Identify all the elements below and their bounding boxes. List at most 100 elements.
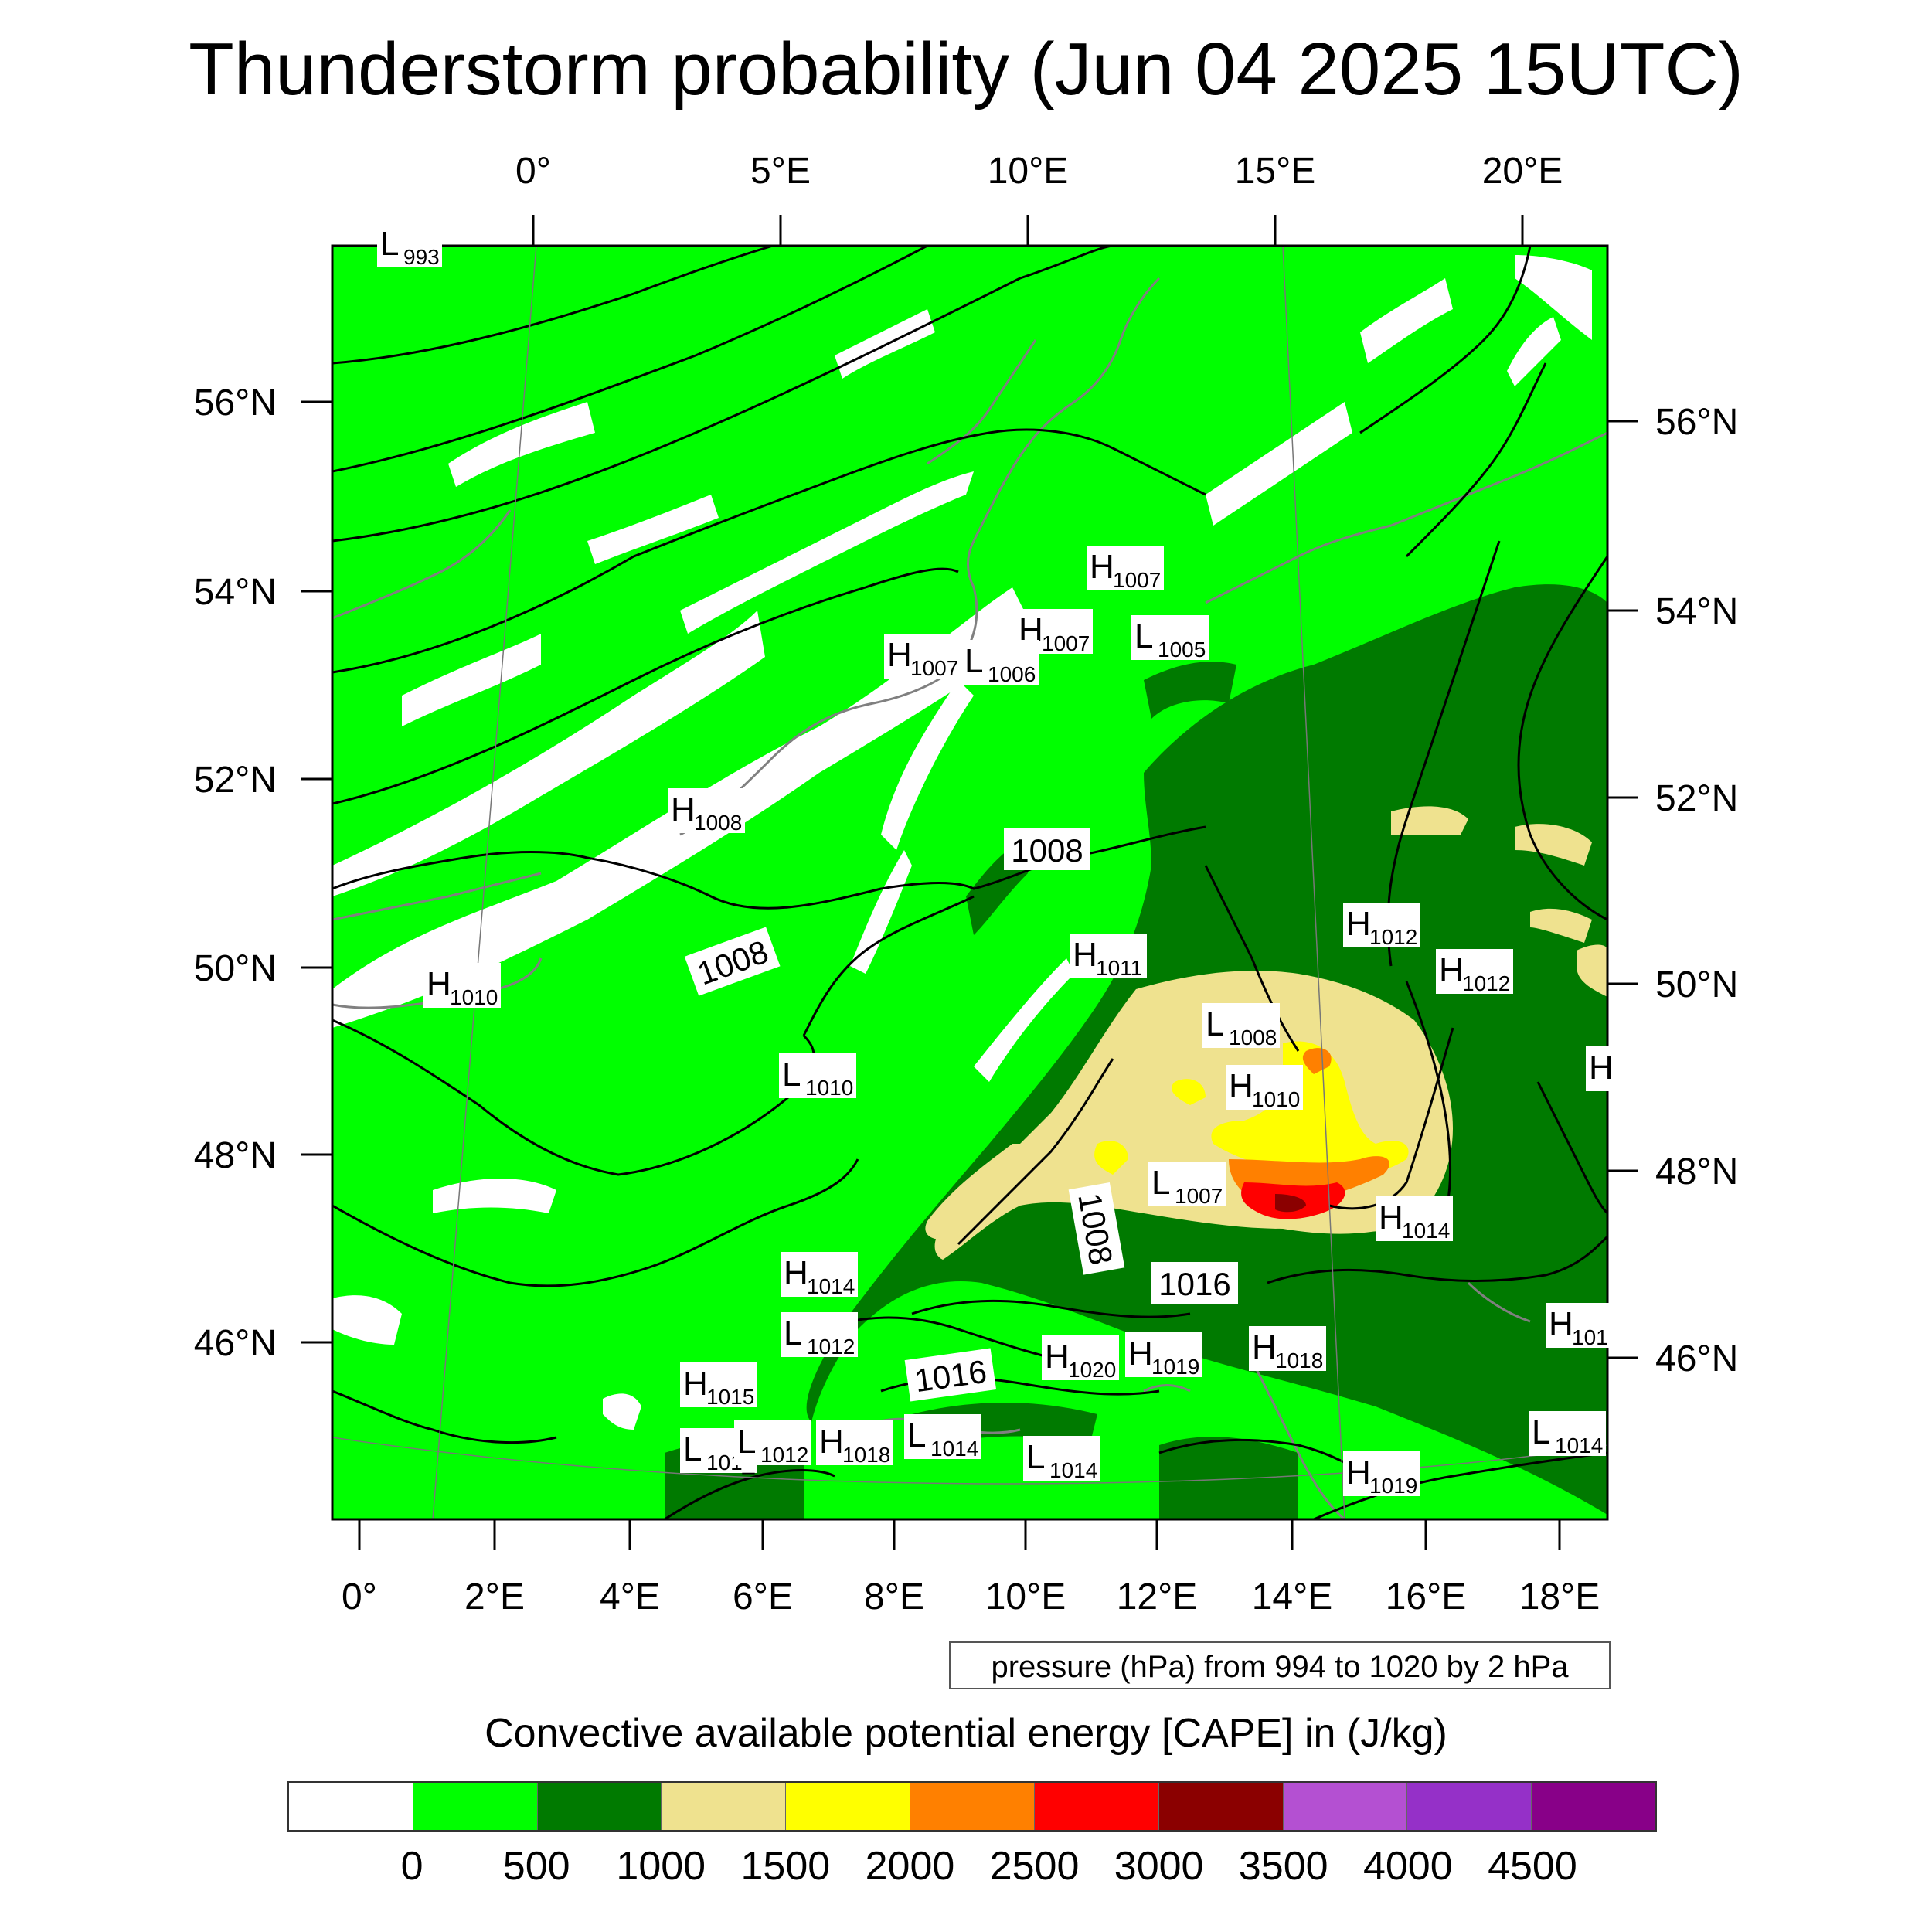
right-axis-label: 56°N [1655, 402, 1738, 443]
pressure-label-background [1529, 1411, 1606, 1456]
legend-tick-label: 500 [502, 1844, 570, 1889]
pressure-system-value: 1015 [706, 1385, 754, 1409]
legend-tick-label: 3500 [1238, 1844, 1328, 1889]
bottom-axis-label: 8°E [864, 1577, 924, 1617]
legend-title: Convective available potential energy [C… [485, 1711, 1447, 1756]
pressure-system-type: H [1346, 905, 1371, 943]
pressure-label-background [1343, 1451, 1420, 1496]
pressure-label-background [816, 1420, 893, 1465]
right-axis-label: 50°N [1655, 964, 1738, 1005]
legend-tick-labels: 0 500 1000 1500 2000 2500 3000 3500 4000 4500 [0, 1839, 1932, 1893]
legend-tick-label: 4000 [1362, 1844, 1453, 1889]
top-axis-label: 0° [515, 151, 551, 192]
page-title: Thunderstorm probability (Jun 04 2025 15… [189, 28, 1743, 111]
graticule [332, 246, 1607, 1519]
pressure-label-background [1436, 949, 1513, 994]
left-axis-label: 50°N [194, 948, 277, 989]
low-pressure-label: L 1014 [1529, 1411, 1606, 1458]
pressure-system-type: L [683, 1430, 702, 1468]
top-axis-labels: 0° 5°E 10°E 15°E 20°E [515, 151, 1563, 192]
pressure-label-background [779, 1053, 856, 1098]
pressure-system-type: H [1252, 1328, 1277, 1366]
pressure-label-background [1343, 903, 1420, 947]
pressure-system-value: 1008 [1229, 1026, 1277, 1049]
legend-swatch [1033, 1783, 1158, 1830]
legend-tick-label: 1500 [740, 1844, 831, 1889]
isobar-labels: 1008 1008 1008 1016 1016 [684, 828, 1238, 1402]
legend-swatch [910, 1783, 1034, 1830]
pressure-system-value: 1012 [1462, 971, 1510, 995]
pressure-system-value: 1010 [1252, 1087, 1300, 1111]
legend-swatch [1282, 1783, 1407, 1830]
pressure-system-value: 1014 [1402, 1219, 1450, 1243]
right-axis-label: 52°N [1655, 778, 1738, 819]
pressure-system-type: L [1206, 1005, 1224, 1043]
legend-swatch [785, 1783, 910, 1830]
legend-swatch [289, 1783, 413, 1830]
pressure-label-background [377, 223, 442, 267]
legend-swatch [412, 1783, 537, 1830]
left-axis-label: 48°N [194, 1135, 277, 1176]
low-pressure-label: L 1012 [734, 1420, 811, 1467]
right-axis-labels: 56°N 54°N 52°N 50°N 48°N 46°N [1655, 402, 1738, 1379]
left-axis-label: 56°N [194, 383, 277, 423]
left-axis-label: 54°N [194, 572, 277, 613]
pressure-system-type: H [683, 1365, 708, 1403]
pressure-system-value: 1018 [1275, 1349, 1323, 1372]
pressure-label-background [1125, 1332, 1202, 1377]
legend-swatch [1531, 1783, 1655, 1830]
legend-tick-label: 2500 [989, 1844, 1080, 1889]
pressure-system-type: L [782, 1056, 801, 1094]
bottom-axis-labels: 0° 2°E 4°E 6°E 8°E 10°E 12°E 14°E 16°E 1… [342, 1577, 1600, 1617]
pressure-label-background [1042, 1335, 1119, 1380]
pressure-label-background [1023, 1436, 1100, 1481]
legend-swatch [536, 1783, 662, 1830]
pressure-label-background [1131, 615, 1209, 660]
top-axis-label: 10°E [988, 151, 1069, 192]
low-pressure-label: L 1008 [1202, 1003, 1280, 1049]
low-pressure-label: L 993 [377, 223, 442, 269]
right-axis-label: 48°N [1655, 1151, 1738, 1192]
pressure-system-type: H [784, 1254, 808, 1292]
pressure-label-background [1546, 1303, 1611, 1348]
pressure-contour-note: pressure (hPa) from 994 to 1020 by 2 hPa [949, 1641, 1611, 1689]
pressure-system-type: H [887, 636, 912, 674]
high-pressure-label: H [1586, 1046, 1614, 1091]
left-axis-labels: 56°N 54°N 52°N 50°N 48°N 46°N [194, 383, 277, 1364]
cape-1500-areas [1094, 1041, 1409, 1178]
isobar-label: 1008 [1011, 832, 1083, 869]
pressure-system-value: 1007 [1113, 568, 1161, 592]
legend-tick-label: 0 [400, 1844, 423, 1889]
pressure-label-background [1087, 546, 1164, 590]
pressure-system-type: L [1134, 617, 1153, 655]
pressure-label-background [668, 788, 745, 833]
bottom-axis-label: 10°E [985, 1577, 1066, 1617]
low-pressure-label: L 1012 [781, 1312, 858, 1359]
pressure-label-background [1070, 934, 1147, 978]
legend-tick-label: 4500 [1488, 1844, 1577, 1889]
pressure-label-background [781, 1252, 858, 1297]
pressure-system-type: H [1045, 1338, 1070, 1376]
pressure-system-value: 1014 [1555, 1434, 1603, 1458]
pressure-system-value: 1012 [760, 1443, 808, 1467]
map-field [332, 246, 1607, 1519]
pressure-system-value: 1011 [1096, 956, 1142, 980]
pressure-system-value: 1012 [1369, 925, 1417, 949]
pressure-label-background [734, 1420, 811, 1465]
pressure-system-type: H [1073, 936, 1097, 974]
pressure-system-value: 1010 [450, 985, 498, 1009]
pressure-system-value: 1014 [930, 1437, 978, 1461]
low-pressure-label: L 1006 [961, 640, 1039, 686]
pressure-system-value: 101 [1572, 1325, 1608, 1349]
